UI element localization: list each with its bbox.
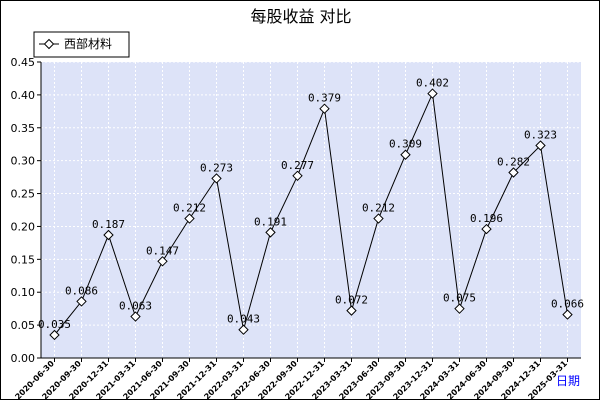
data-label: 0.273 bbox=[200, 161, 233, 174]
data-point bbox=[211, 173, 222, 184]
data-point bbox=[49, 329, 60, 341]
data-point bbox=[76, 296, 87, 307]
legend-diamond-marker bbox=[43, 38, 55, 50]
y-tick-label: 0.15 bbox=[11, 253, 36, 266]
y-tick-label: 0.10 bbox=[11, 286, 36, 299]
data-point bbox=[184, 213, 195, 224]
series-line bbox=[54, 91, 568, 336]
data-label: 0.191 bbox=[254, 215, 287, 228]
y-tick-label: 0.35 bbox=[11, 122, 36, 135]
data-point bbox=[292, 170, 303, 182]
data-label: 0.282 bbox=[497, 156, 530, 169]
data-point bbox=[157, 256, 168, 267]
data-point bbox=[265, 227, 276, 238]
data-label: 0.075 bbox=[443, 292, 476, 305]
y-tick-label: 0.20 bbox=[11, 220, 36, 233]
data-label: 0.147 bbox=[146, 244, 179, 257]
data-point bbox=[562, 309, 573, 320]
data-point bbox=[427, 88, 438, 99]
data-point bbox=[319, 103, 330, 114]
data-label: 0.187 bbox=[92, 218, 125, 231]
data-point bbox=[454, 303, 465, 314]
data-label: 0.035 bbox=[38, 318, 71, 331]
data-label: 0.379 bbox=[308, 92, 341, 105]
y-tick-label: 0.05 bbox=[11, 319, 36, 332]
y-tick-label: 0.00 bbox=[11, 352, 36, 365]
data-point bbox=[130, 311, 141, 322]
data-label: 0.072 bbox=[335, 294, 368, 307]
data-label: 0.063 bbox=[119, 300, 152, 313]
data-point bbox=[346, 305, 357, 316]
data-point bbox=[535, 140, 546, 151]
data-point bbox=[508, 167, 519, 178]
y-tick-label: 0.40 bbox=[11, 89, 36, 102]
chart-title: 每股收益 对比 bbox=[250, 7, 351, 26]
data-point bbox=[373, 213, 384, 224]
legend: 西部材料 bbox=[33, 31, 130, 58]
y-tick-label: 0.30 bbox=[11, 155, 36, 168]
y-tick-label: 0.25 bbox=[11, 188, 36, 201]
data-label: 0.196 bbox=[470, 212, 503, 225]
data-label: 0.086 bbox=[65, 284, 98, 297]
data-label: 0.277 bbox=[281, 159, 314, 172]
legend-entry-label: 西部材料 bbox=[64, 36, 112, 51]
plot-area bbox=[41, 62, 581, 358]
x-axis-label: 日期 bbox=[556, 374, 580, 388]
data-label: 0.309 bbox=[389, 138, 422, 151]
data-point bbox=[481, 223, 492, 235]
data-label: 0.323 bbox=[524, 129, 557, 142]
data-label: 0.402 bbox=[416, 77, 449, 90]
data-label: 0.066 bbox=[551, 298, 584, 311]
data-label: 0.212 bbox=[362, 202, 395, 215]
y-tick-label: 0.45 bbox=[11, 56, 36, 69]
data-point bbox=[238, 324, 249, 335]
data-label: 0.043 bbox=[227, 313, 260, 326]
data-point bbox=[103, 229, 114, 241]
data-point bbox=[400, 149, 411, 160]
data-label: 0.212 bbox=[173, 202, 206, 215]
